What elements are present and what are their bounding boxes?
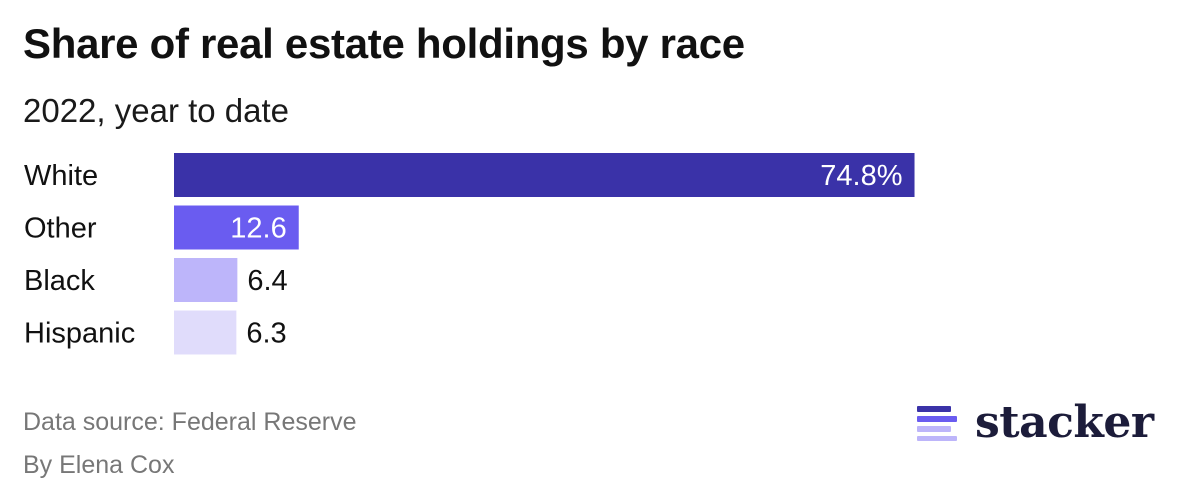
byline: By Elena Cox [23,451,175,479]
category-label: White [24,160,98,192]
data-label: 6.4 [247,265,287,297]
brand-logo: stacker [917,398,1154,448]
bar [174,205,299,250]
bar [174,310,237,355]
category-label: Hispanic [24,318,135,350]
bar [174,258,238,302]
brand-name: stacker [975,397,1154,448]
data-label: 74.8% [820,160,902,192]
chart-title: Share of real estate holdings by race [23,20,745,67]
category-label: Black [24,265,95,297]
data-label: 6.3 [246,318,286,350]
data-label: 12.6 [230,213,286,245]
category-label: Other [24,213,97,245]
data-source-note: Data source: Federal Reserve [23,408,357,436]
bar [174,153,915,197]
chart-subtitle: 2022, year to date [23,92,290,129]
bar-chart: White 74.8% Other 12.6 Black 6.4 Hispanic 6.3 [24,153,915,355]
stacker-logo-icon [917,406,957,441]
